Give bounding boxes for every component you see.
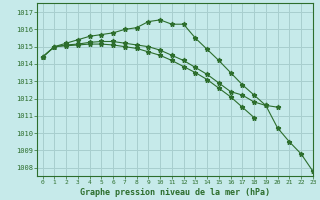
X-axis label: Graphe pression niveau de la mer (hPa): Graphe pression niveau de la mer (hPa) — [80, 188, 270, 197]
